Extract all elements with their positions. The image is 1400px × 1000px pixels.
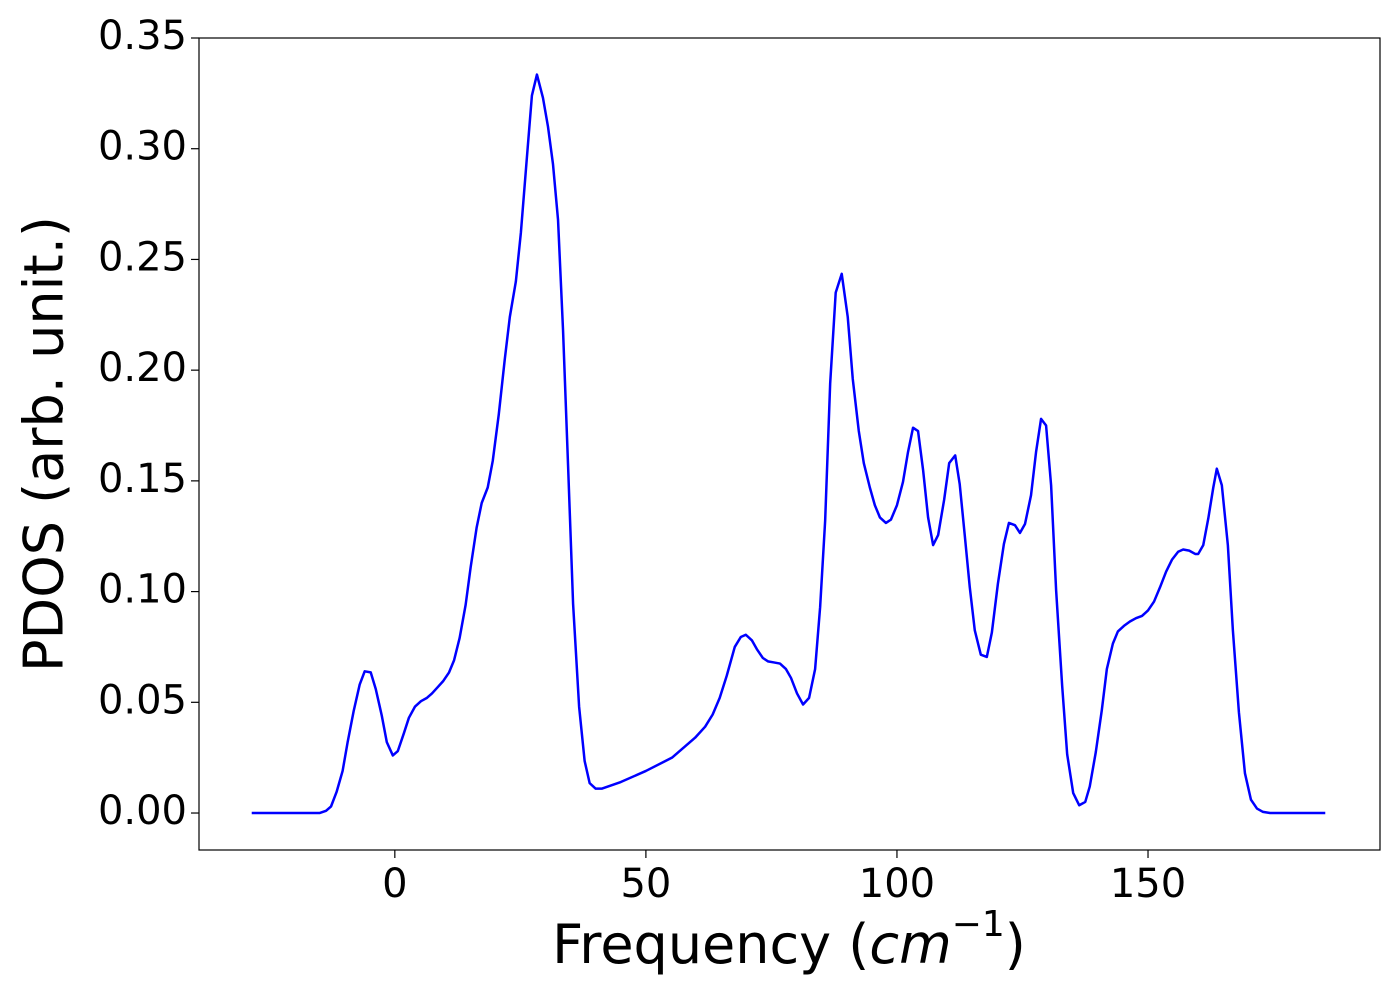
y-tick-label: 0.00 (98, 788, 187, 834)
y-tick-label: 0.05 (98, 677, 187, 723)
plot-frame (198, 37, 1381, 851)
x-tick-label: 150 (1110, 861, 1186, 907)
y-tick-label: 0.15 (98, 456, 187, 502)
x-tick-label: 100 (859, 861, 935, 907)
y-tick-label: 0.35 (98, 13, 187, 59)
x-tick-label: 50 (620, 861, 671, 907)
x-axis-label: Frequency (cm−1) (552, 904, 1026, 976)
data-line (251, 73, 1326, 815)
x-tick-label: 0 (382, 861, 407, 907)
y-tick-label: 0.20 (98, 345, 187, 391)
y-tick-label: 0.25 (98, 234, 187, 280)
y-tick-label: 0.30 (98, 124, 187, 170)
y-axis-label: PDOS (arb. unit.) (13, 216, 76, 672)
y-tick-label: 0.10 (98, 567, 187, 613)
